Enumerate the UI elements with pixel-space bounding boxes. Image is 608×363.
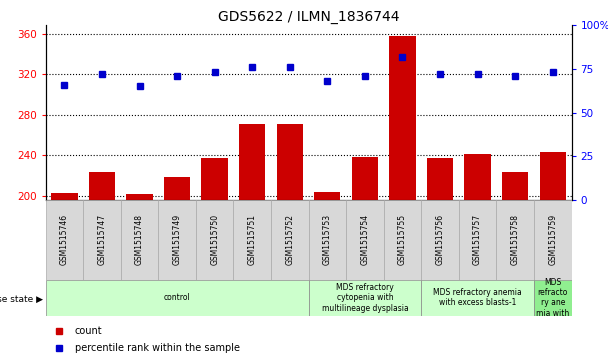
Bar bbox=[51, 192, 78, 363]
Text: GSM1515746: GSM1515746 bbox=[60, 214, 69, 265]
Bar bbox=[465, 154, 491, 363]
Text: GSM1515751: GSM1515751 bbox=[247, 214, 257, 265]
Text: GSM1515752: GSM1515752 bbox=[285, 214, 294, 265]
Text: percentile rank within the sample: percentile rank within the sample bbox=[75, 343, 240, 353]
Bar bbox=[46, 280, 308, 316]
Bar bbox=[201, 158, 228, 363]
Bar bbox=[308, 280, 421, 316]
Bar bbox=[196, 200, 233, 280]
Bar bbox=[89, 172, 115, 363]
Bar bbox=[158, 200, 196, 280]
Bar bbox=[121, 200, 158, 280]
Text: MDS refractory
cytopenia with
multilineage dysplasia: MDS refractory cytopenia with multilinea… bbox=[322, 283, 409, 313]
Bar bbox=[389, 36, 416, 363]
Bar bbox=[164, 178, 190, 363]
Bar bbox=[271, 200, 308, 280]
Text: GSM1515747: GSM1515747 bbox=[97, 214, 106, 265]
Text: GSM1515757: GSM1515757 bbox=[473, 214, 482, 265]
Bar bbox=[534, 280, 572, 316]
Text: count: count bbox=[75, 326, 102, 336]
Text: GSM1515758: GSM1515758 bbox=[511, 214, 520, 265]
Bar bbox=[539, 152, 566, 363]
Bar bbox=[384, 200, 421, 280]
Bar bbox=[421, 280, 534, 316]
Bar bbox=[352, 157, 378, 363]
Bar bbox=[308, 200, 346, 280]
Bar bbox=[277, 124, 303, 363]
Bar bbox=[496, 200, 534, 280]
Bar bbox=[421, 200, 459, 280]
Text: disease state ▶: disease state ▶ bbox=[0, 295, 43, 304]
Text: GSM1515755: GSM1515755 bbox=[398, 214, 407, 265]
Bar bbox=[314, 192, 340, 363]
Text: GSM1515756: GSM1515756 bbox=[435, 214, 444, 265]
Bar bbox=[46, 200, 83, 280]
Text: GSM1515748: GSM1515748 bbox=[135, 214, 144, 265]
Text: GSM1515750: GSM1515750 bbox=[210, 214, 219, 265]
Bar bbox=[459, 200, 496, 280]
Bar bbox=[502, 172, 528, 363]
Text: control: control bbox=[164, 293, 190, 302]
Bar bbox=[427, 158, 453, 363]
Bar bbox=[126, 193, 153, 363]
Bar bbox=[534, 200, 572, 280]
Text: GSM1515754: GSM1515754 bbox=[361, 214, 370, 265]
Text: MDS refractory anemia
with excess blasts-1: MDS refractory anemia with excess blasts… bbox=[434, 288, 522, 307]
Text: MDS
refracto
ry ane
mia with: MDS refracto ry ane mia with bbox=[536, 278, 569, 318]
Title: GDS5622 / ILMN_1836744: GDS5622 / ILMN_1836744 bbox=[218, 11, 399, 24]
Text: GSM1515759: GSM1515759 bbox=[548, 214, 558, 265]
Bar bbox=[233, 200, 271, 280]
Bar bbox=[346, 200, 384, 280]
Text: GSM1515749: GSM1515749 bbox=[173, 214, 182, 265]
Text: GSM1515753: GSM1515753 bbox=[323, 214, 332, 265]
Bar bbox=[239, 124, 265, 363]
Bar bbox=[83, 200, 121, 280]
